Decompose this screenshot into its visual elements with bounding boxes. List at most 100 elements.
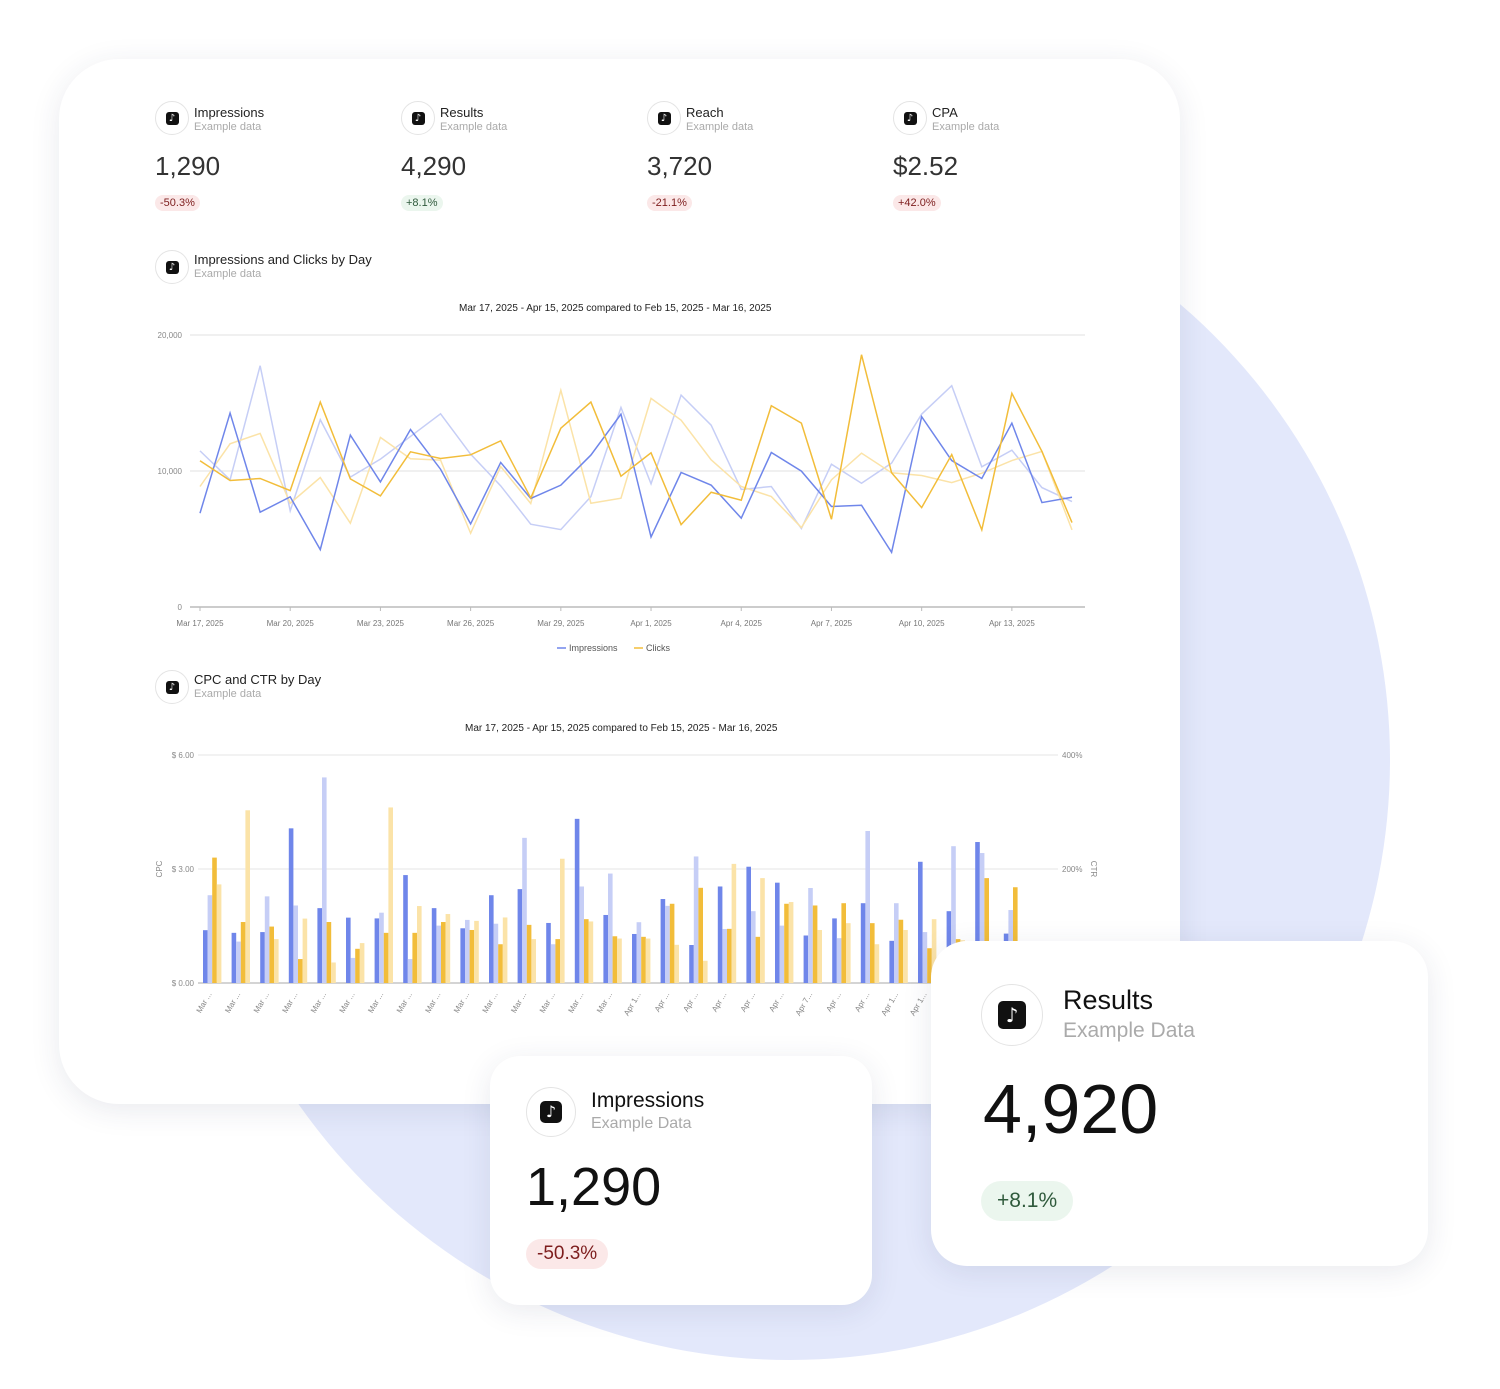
bar-x-tick-label: Apr 1... xyxy=(908,991,929,1018)
bar-cpc-previous- xyxy=(636,922,642,983)
tiktok-icon: ♪ xyxy=(401,101,435,135)
line-y-tick-label: 0 xyxy=(178,603,183,612)
bar-x-tick-label: Apr ... xyxy=(767,991,785,1014)
floating-results-change-badge: +8.1% xyxy=(981,1181,1074,1221)
kpi-subtitle: Example data xyxy=(686,121,754,133)
bar-cpc xyxy=(403,875,408,983)
bar-ctr-previous- xyxy=(817,929,822,983)
tiktok-icon: ♪ xyxy=(155,101,189,135)
bar-cpc-previous- xyxy=(665,905,670,983)
bar-ctr-previous- xyxy=(417,906,422,983)
line-y-tick-label: 20,000 xyxy=(158,331,183,340)
bar-cpc-previous- xyxy=(493,923,499,983)
bar-y-tick-label: $ 3.00 xyxy=(172,865,195,874)
bar-x-tick-label: Mar ... xyxy=(366,991,385,1015)
bar-cpc-previous- xyxy=(779,925,785,983)
bar-ctr-previous- xyxy=(560,858,565,983)
bar-cpc-previous- xyxy=(865,831,870,983)
bar-x-tick-label: Apr ... xyxy=(853,991,871,1014)
line-x-tick-label: Mar 29, 2025 xyxy=(537,619,585,628)
bar-ctr xyxy=(870,923,875,983)
bar-x-tick-label: Mar ... xyxy=(338,991,357,1015)
bar-x-tick-label: Apr 1... xyxy=(879,991,900,1018)
bar-ctr-previous- xyxy=(903,929,908,983)
bar-cpc xyxy=(574,818,580,983)
bar-x-tick-label: Mar ... xyxy=(395,991,414,1015)
bar-x-tick-label: Mar ... xyxy=(280,991,299,1015)
bar-ctr xyxy=(355,948,360,983)
bar-cpc-previous- xyxy=(236,941,241,983)
bar-cpc-previous- xyxy=(207,895,213,983)
bar-cpc xyxy=(632,933,637,983)
bar-ctr xyxy=(498,944,503,983)
bar-ctr-previous- xyxy=(531,939,536,983)
bar-x-tick-label: Mar ... xyxy=(252,991,271,1015)
bar-ctr-previous- xyxy=(588,921,594,983)
bar-ctr xyxy=(812,905,818,983)
bar-chart-date-range: Mar 17, 2025 - Apr 15, 2025 compared to … xyxy=(465,723,778,734)
bar-ctr xyxy=(984,878,989,983)
kpi-change-badge: +42.0% xyxy=(893,195,941,211)
kpi-change-badge: +8.1% xyxy=(401,195,443,211)
line-chart-subtitle: Example data xyxy=(194,268,262,280)
bar-cpc-previous- xyxy=(322,777,327,983)
bar-ctr-previous- xyxy=(302,918,308,983)
bar-ctr xyxy=(240,922,246,983)
bar-ctr xyxy=(727,928,732,983)
bar-cpc xyxy=(203,930,208,983)
floating-results-card: ♪ Results Example Data 4,920 +8.1% xyxy=(931,941,1428,1266)
bar-y-axis-label: CPC xyxy=(155,860,164,877)
bar-cpc xyxy=(517,889,523,983)
bar-ctr-previous- xyxy=(645,938,651,983)
line-x-tick-label: Apr 4, 2025 xyxy=(721,619,763,628)
line-x-tick-label: Mar 23, 2025 xyxy=(357,619,405,628)
bar-chart-subtitle: Example data xyxy=(194,688,262,700)
bar-cpc xyxy=(317,908,322,983)
bar-ctr xyxy=(669,903,675,983)
line-y-tick-label: 10,000 xyxy=(158,467,183,476)
bar-x-tick-label: Apr ... xyxy=(739,991,757,1014)
bar-ctr xyxy=(555,939,560,983)
bar-ctr-previous- xyxy=(274,939,279,983)
bar-cpc xyxy=(660,899,666,983)
floating-results-subtitle: Example Data xyxy=(1063,1019,1195,1042)
bar-ctr xyxy=(927,948,932,983)
bar-cpc-previous- xyxy=(264,896,270,983)
floating-impressions-subtitle: Example Data xyxy=(591,1115,692,1132)
bar-x-tick-label: Mar ... xyxy=(566,991,585,1015)
bar-cpc xyxy=(918,861,923,983)
bar-cpc xyxy=(832,918,837,983)
bar-cpc-previous- xyxy=(522,837,527,983)
kpi-subtitle: Example data xyxy=(932,121,1000,133)
bar-cpc-previous- xyxy=(836,938,842,983)
bar-ctr-previous- xyxy=(674,944,679,983)
bar-ctr-previous- xyxy=(474,920,479,983)
floating-impressions-change-badge: -50.3% xyxy=(526,1239,609,1269)
kpi-value: 4,290 xyxy=(401,151,467,181)
bar-ctr xyxy=(841,903,846,983)
bar-ctr xyxy=(526,924,532,983)
bar-ctr-previous- xyxy=(760,878,765,983)
bar-x-tick-label: Mar ... xyxy=(509,991,528,1015)
kpi-title: Impressions xyxy=(194,105,265,120)
bar-chart-title: CPC and CTR by Day xyxy=(194,672,322,687)
bar-cpc-previous- xyxy=(293,905,298,983)
bar-cpc-previous- xyxy=(922,932,928,983)
bar-x-tick-label: Mar ... xyxy=(481,991,500,1015)
line-chart-title: Impressions and Clicks by Day xyxy=(194,252,372,267)
bar-cpc-previous- xyxy=(350,957,356,983)
line-chart-date-range: Mar 17, 2025 - Apr 15, 2025 compared to … xyxy=(459,303,772,314)
kpi-value: 3,720 xyxy=(647,151,713,181)
line-x-tick-label: Mar 20, 2025 xyxy=(267,619,315,628)
bar-x-tick-label: Mar ... xyxy=(423,991,442,1015)
bar-cpc-previous- xyxy=(579,886,584,983)
bar-ctr-previous- xyxy=(617,938,622,983)
bar-cpc-previous- xyxy=(550,944,556,983)
bar-x-tick-label: Apr ... xyxy=(710,991,728,1014)
floating-results-value: 4,920 xyxy=(983,1070,1159,1148)
bar-y2-tick-label: 200% xyxy=(1062,865,1082,874)
bar-cpc xyxy=(374,918,380,983)
bar-cpc xyxy=(746,866,751,983)
bar-ctr xyxy=(298,959,303,983)
